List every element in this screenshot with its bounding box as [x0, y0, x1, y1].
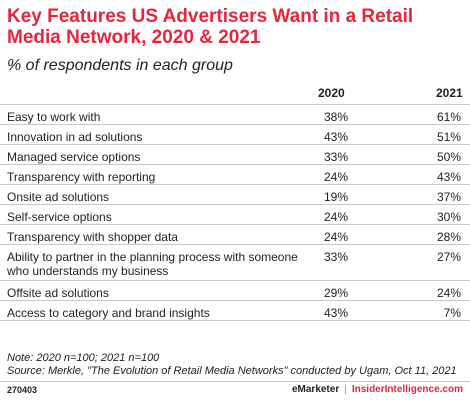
row-label: Offsite ad solutions: [7, 286, 109, 300]
table-row: Offsite ad solutions 29% 24%: [0, 280, 470, 300]
row-label: Access to category and brand insights: [7, 306, 210, 320]
value-2020: 24%: [323, 170, 348, 184]
table-row: Transparency with reporting 24% 43%: [0, 164, 470, 184]
row-label: Easy to work with: [7, 110, 101, 124]
chart-note: Note: 2020 n=100; 2021 n=100: [7, 352, 160, 364]
value-2021: 61%: [436, 110, 461, 124]
table-row: Managed service options 33% 50%: [0, 144, 470, 164]
table-row: Self-service options 24% 30%: [0, 204, 470, 224]
value-2020: 19%: [323, 190, 348, 204]
row-label: Transparency with reporting: [7, 170, 156, 184]
value-2021: 28%: [436, 230, 461, 244]
row-label: Self-service options: [7, 210, 112, 224]
table-row: Easy to work with 38% 61%: [0, 104, 470, 124]
chart-source: Source: Merkle, "The Evolution of Retail…: [7, 365, 457, 377]
brand-emarketer: eMarketer: [291, 384, 340, 395]
brand-insider-intelligence: InsiderIntelligence.com: [351, 384, 463, 395]
row-label: Managed service options: [7, 150, 141, 164]
table-row: Access to category and brand insights 43%…: [0, 300, 470, 320]
row-label: Innovation in ad solutions: [7, 130, 143, 144]
chart-subtitle: % of respondents in each group: [7, 57, 233, 74]
table-row: Ability to partner in the planning proce…: [0, 244, 470, 280]
footer-brand: eMarketer | InsiderIntelligence.com: [292, 384, 463, 395]
table-bottom-rule: [0, 320, 470, 321]
table-row: Transparency with shopper data 24% 28%: [0, 224, 470, 244]
chart-code: 270403: [7, 385, 38, 395]
table-row: Innovation in ad solutions 43% 51%: [0, 124, 470, 144]
value-2021: 43%: [436, 170, 461, 184]
table-row: Onsite ad solutions 19% 37%: [0, 184, 470, 204]
brand-separator: |: [344, 384, 347, 395]
value-2021: 37%: [436, 190, 461, 204]
value-2021: 24%: [436, 286, 461, 300]
value-2020: 33%: [323, 250, 348, 264]
value-2020: 24%: [323, 210, 348, 224]
value-2021: 27%: [436, 250, 461, 264]
chart-title: Key Features US Advertisers Want in a Re…: [7, 6, 414, 48]
value-2021: 30%: [436, 210, 461, 224]
column-header-2021: 2021: [436, 86, 463, 100]
value-2021: 51%: [436, 130, 461, 144]
footer-divider: [0, 381, 470, 382]
value-2020: 24%: [323, 230, 348, 244]
value-2020: 29%: [323, 286, 348, 300]
row-label: Ability to partner in the planning proce…: [7, 250, 298, 278]
value-2020: 43%: [323, 130, 348, 144]
column-header-2020: 2020: [318, 86, 345, 100]
value-2020: 38%: [323, 110, 348, 124]
value-2020: 43%: [323, 306, 348, 320]
row-label: Transparency with shopper data: [7, 230, 178, 244]
row-label: Onsite ad solutions: [7, 190, 110, 204]
value-2021: 50%: [436, 150, 461, 164]
value-2021: 7%: [443, 306, 461, 320]
value-2020: 33%: [323, 150, 348, 164]
